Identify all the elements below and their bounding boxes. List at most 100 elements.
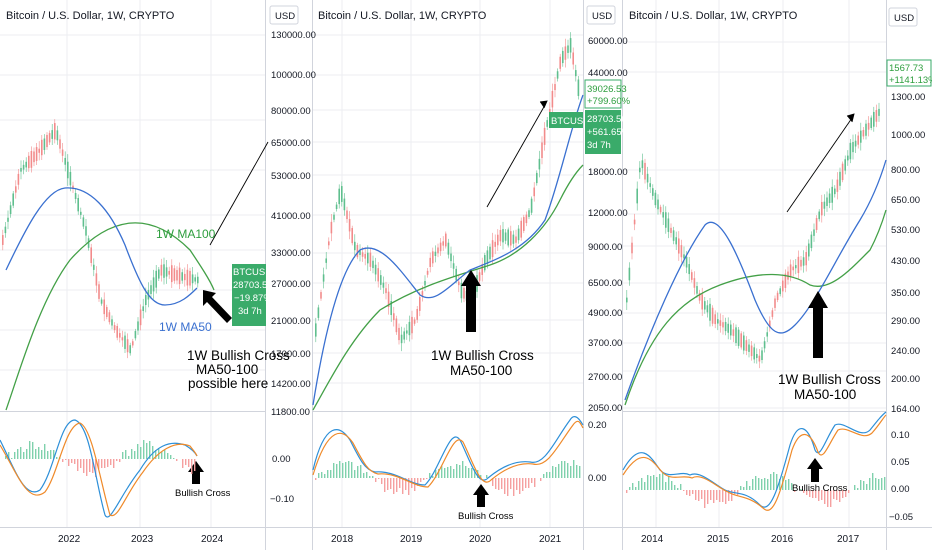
osc-bar-2-12 xyxy=(351,462,353,478)
osc-bar-2-38 xyxy=(429,473,431,478)
price-tick-panel-4-3: 650.00 xyxy=(891,195,920,206)
osc-bar-3-61 xyxy=(809,490,811,497)
currency-label-3[interactable]: USD xyxy=(894,13,914,24)
panel-1-cross-line-1: 1W Bullish Cross xyxy=(187,348,290,363)
osc-bar-2-41 xyxy=(438,469,440,478)
price-tick-panel-4-2: 800.00 xyxy=(891,165,920,176)
candle-3-15 xyxy=(665,212,667,228)
osc-bar-2-45 xyxy=(450,466,452,478)
candle-3-85 xyxy=(847,155,849,161)
x-tick-p1-2: 2024 xyxy=(201,534,224,545)
osc-bar-3-50 xyxy=(776,474,778,490)
candle-2-79 xyxy=(520,220,522,238)
candle-1-0 xyxy=(2,235,4,245)
osc-bar-3-84 xyxy=(878,479,880,490)
osc-bar-1-42 xyxy=(131,449,133,459)
currency-label-1[interactable]: USD xyxy=(275,11,295,22)
candle-3-51 xyxy=(758,355,761,362)
osc-bar-1-29 xyxy=(92,459,94,473)
panel-3-cross-arrow xyxy=(808,291,828,358)
price-tick-panel-2-2: 80000.00 xyxy=(271,106,311,117)
candle-2-5 xyxy=(328,241,330,246)
candle-3-43 xyxy=(737,329,740,346)
osc-bar-3-5 xyxy=(641,478,643,490)
osc-bar-3-44 xyxy=(758,478,760,490)
panel-1-cross-line-2: MA50-100 xyxy=(196,362,258,377)
currency-label-2[interactable]: USD xyxy=(592,11,612,22)
osc-bar-1-6 xyxy=(23,452,25,459)
candle-2-95 xyxy=(562,50,564,64)
candle-3-14 xyxy=(662,212,664,218)
osc-bar-1-53 xyxy=(164,450,166,459)
candle-3-75 xyxy=(821,201,823,216)
candle-3-60 xyxy=(782,280,784,292)
panel-2-price-tag-price: 28703.56 xyxy=(587,114,627,125)
panel-3-ma100-line xyxy=(624,209,887,406)
osc-bar-3-27 xyxy=(707,490,709,504)
candle-3-16 xyxy=(667,218,670,232)
osc-bar-3-66 xyxy=(824,490,826,504)
candle-1-15 xyxy=(41,139,43,156)
candle-2-1 xyxy=(317,307,320,318)
osc-bar-1-45 xyxy=(140,447,142,459)
candle-2-13 xyxy=(348,218,351,232)
osc-bar-2-13 xyxy=(354,470,356,478)
candle-3-82 xyxy=(839,171,841,186)
candle-3-11 xyxy=(654,192,657,206)
candle-2-85 xyxy=(536,172,538,184)
candle-2-12 xyxy=(346,210,348,220)
osc-bar-3-48 xyxy=(770,474,772,490)
candle-3-97 xyxy=(878,108,880,116)
candle-1-14 xyxy=(38,148,40,153)
candle-2-30 xyxy=(393,313,395,321)
panel-2-upper-tag-price: 39026.53 xyxy=(587,84,627,95)
osc-bar-3-18 xyxy=(680,484,682,490)
osc-tick-p4-2: 0.00 xyxy=(891,484,910,495)
osc-bar-2-11 xyxy=(348,461,350,478)
candle-1-31 xyxy=(82,217,85,227)
candle-1-17 xyxy=(46,134,48,148)
osc-bar-1-55 xyxy=(170,455,172,459)
panel-2-osc-cross-label: Bullish Cross xyxy=(458,511,514,522)
candle-2-81 xyxy=(525,214,528,224)
osc-bar-2-60 xyxy=(495,478,497,489)
candle-3-68 xyxy=(802,257,805,266)
panel-2-title: Bitcoin / U.S. Dollar, 1W, CRYPTO xyxy=(318,10,487,22)
candle-2-78 xyxy=(517,228,520,241)
candle-3-77 xyxy=(826,197,828,206)
osc-bar-2-87 xyxy=(576,465,578,478)
candle-2-43 xyxy=(426,270,429,275)
osc-bar-3-4 xyxy=(638,481,640,490)
candle-2-10 xyxy=(341,186,343,202)
x-tick-p2-1: 2019 xyxy=(400,534,423,545)
candle-3-66 xyxy=(797,256,800,274)
osc-bar-2-3 xyxy=(324,474,326,478)
osc-bar-1-2 xyxy=(11,458,13,459)
ma100-label: 1W MA100 xyxy=(156,227,216,241)
osc-bar-1-59 xyxy=(182,459,184,468)
x-tick-p3-1: 2015 xyxy=(707,534,730,545)
price-tick-panel-3-2: 18000.00 xyxy=(588,167,628,178)
candle-2-20 xyxy=(367,252,369,264)
candle-2-48 xyxy=(439,242,442,252)
osc-bar-2-48 xyxy=(459,465,461,478)
osc-bar-3-43 xyxy=(755,476,757,490)
osc-bar-3-15 xyxy=(671,481,673,490)
candle-2-44 xyxy=(429,257,431,267)
osc-bar-3-20 xyxy=(686,490,688,495)
candle-3-27 xyxy=(696,286,698,294)
osc-bar-2-31 xyxy=(408,478,410,495)
candle-2-54 xyxy=(455,268,457,281)
candle-2-66 xyxy=(486,250,489,265)
candle-1-11 xyxy=(30,151,33,168)
panel-2-price-tag-countdown: 3d 7h xyxy=(587,140,611,151)
candle-2-87 xyxy=(541,142,543,159)
osc-bar-1-63 xyxy=(194,459,196,471)
candle-2-33 xyxy=(400,334,403,344)
panel-1-ma100-line xyxy=(5,222,215,411)
candle-2-47 xyxy=(437,247,439,254)
price-tick-panel-3-8: 2700.00 xyxy=(588,372,622,383)
osc-bar-2-29 xyxy=(402,478,404,494)
candle-3-7 xyxy=(644,162,646,180)
candle-1-59 xyxy=(155,270,157,288)
